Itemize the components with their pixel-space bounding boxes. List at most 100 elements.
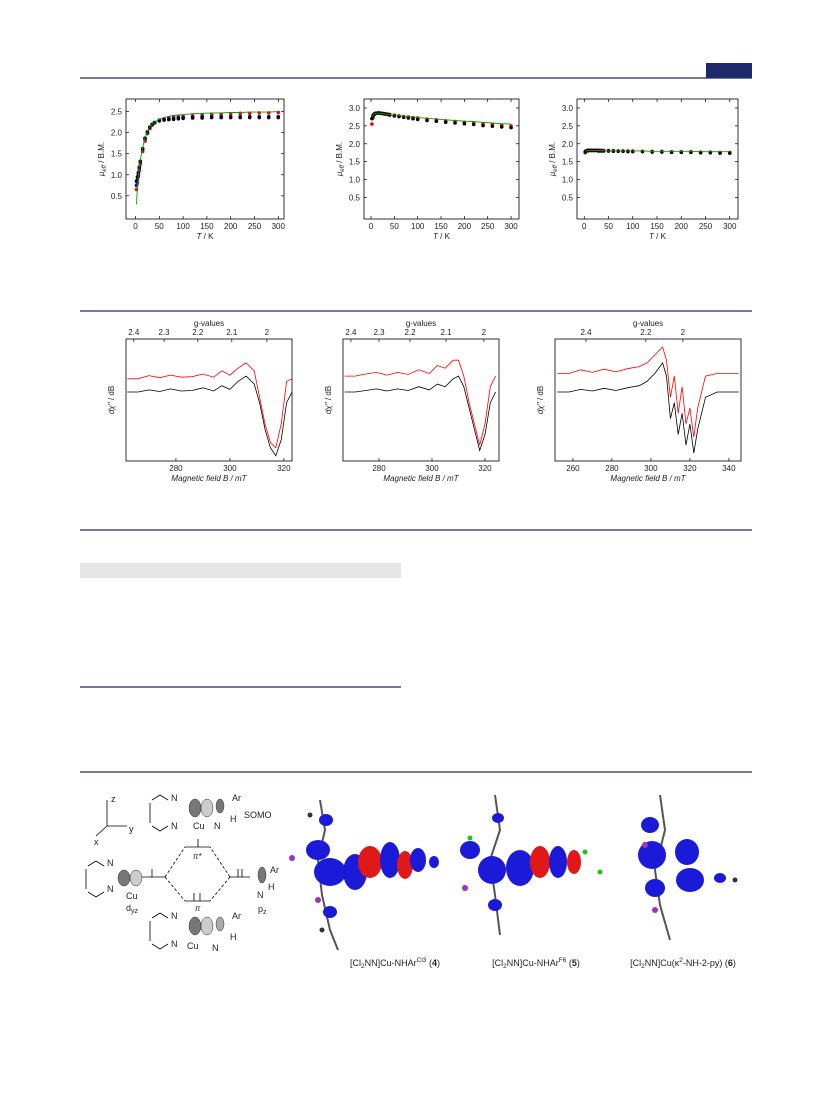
x-tick-label: 300 <box>223 464 237 473</box>
x2-tick-label: 2.4 <box>128 328 140 337</box>
atom <box>307 812 313 818</box>
atom-label: Cu <box>193 821 205 831</box>
scheme-labels: z y x N N Cu N Ar H SOMO N N Cu dyz π* π… <box>94 793 279 953</box>
axis-label: z <box>111 794 116 804</box>
ring <box>85 860 105 898</box>
y-tick-label: 2.5 <box>349 122 361 131</box>
data-point <box>626 149 630 154</box>
atom-label: N <box>171 821 178 831</box>
y-tick-label: 2.0 <box>349 140 361 149</box>
y-axis-title-part: / B.M. <box>97 142 106 165</box>
y-tick-label: 3.0 <box>562 104 574 113</box>
chart: 0 50 100 150 200 250 300 0.5 1.0 1.5 2.0 2.5 T / K μe… <box>97 98 286 241</box>
caption-number: 4 <box>432 958 437 968</box>
x-tick-label: 150 <box>434 222 448 231</box>
chart: 0 50 100 150 200 250 300 0.5 1.0 1.5 2.0 2.5 3.0 T / … <box>548 98 739 241</box>
lobe <box>215 798 225 814</box>
correlation <box>164 846 231 902</box>
spin-lobe <box>641 817 659 833</box>
caption-part: NN]Cu(κ <box>645 958 680 968</box>
spin-lobe <box>488 899 502 911</box>
lobe <box>188 798 202 818</box>
data-point <box>276 110 281 115</box>
spin-lobe <box>675 839 699 865</box>
orbital-label: dyz <box>126 903 139 915</box>
atom-label: H <box>230 932 237 942</box>
y-axis-title: dχ'' / dB <box>324 386 333 414</box>
ring <box>149 794 169 832</box>
spin-lobe <box>506 850 534 886</box>
y-tick-label: 1.0 <box>111 171 123 180</box>
spin-lobe <box>323 906 337 918</box>
x-axis-title: Magnetic field B / mT <box>610 474 686 483</box>
atom-label: H <box>230 814 237 824</box>
x-axis-title-part: T <box>433 232 439 241</box>
x-tick-label: 260 <box>566 464 580 473</box>
data-point <box>462 121 467 126</box>
caption: [Cl2NN]Cu-NHArCl3 (4) <box>350 957 440 970</box>
data-point <box>228 115 233 120</box>
data-point <box>200 116 204 120</box>
orbital-label: p <box>258 904 263 914</box>
y-axis-title-part: dχ'' <box>536 402 545 414</box>
caption: [Cl2NN]Cu(κ2-NH-2-py) (6) <box>630 957 736 970</box>
atom-label: N <box>171 793 178 803</box>
data-point <box>266 115 271 120</box>
y-tick-label: 1.5 <box>562 158 574 167</box>
y-tick-label: 2.5 <box>562 122 574 131</box>
x2-tick-label: 2 <box>681 328 686 337</box>
orbitals <box>117 798 267 936</box>
x-tick-label: 100 <box>411 222 425 231</box>
x2-tick-label: 2.2 <box>640 328 652 337</box>
data-point <box>411 116 415 121</box>
lobe <box>215 916 225 932</box>
page-tab <box>706 63 752 78</box>
atom-label: N <box>107 858 114 868</box>
y-tick-label: 1.0 <box>562 176 574 185</box>
caption-part: ) <box>437 958 440 968</box>
x-tick-label: 50 <box>604 222 613 231</box>
data-point <box>499 125 504 129</box>
x2-tick-label: 2.1 <box>226 328 238 337</box>
atom-label: Cu <box>187 941 199 951</box>
caption-number: 6 <box>728 958 733 968</box>
x-tick-label: 100 <box>176 222 190 231</box>
data-point <box>190 116 195 120</box>
caption-part: NN]Cu-NHAr <box>365 958 417 968</box>
lobe <box>117 869 131 887</box>
x-axis-title-part: / K <box>654 232 667 241</box>
atom <box>319 927 325 933</box>
x-tick-label: 200 <box>675 222 689 231</box>
data-point <box>453 121 457 125</box>
chart: 260 280 300 320 340 2.4 2.2 2 g-values Magnetic f… <box>536 319 742 483</box>
fit-line <box>585 150 730 153</box>
caption-part: NN]Cu-NHAr <box>507 958 559 968</box>
x-axis-title-part: / K <box>201 232 214 241</box>
data-point <box>209 115 214 120</box>
ring <box>149 912 169 950</box>
plot-frame <box>125 338 293 462</box>
fit-line <box>371 112 512 125</box>
spin-lobe <box>676 868 704 892</box>
x-tick-label: 250 <box>699 222 713 231</box>
atom <box>462 885 468 891</box>
y-tick-label: 0.5 <box>562 194 574 203</box>
caption-superscript: 2 <box>679 957 683 964</box>
data-point <box>471 122 476 127</box>
y-tick-label: 1.5 <box>111 150 123 159</box>
data-point <box>276 115 281 120</box>
y-tick-label: 1.0 <box>349 176 361 185</box>
atom-label: N <box>171 911 178 921</box>
x-tick-label: 280 <box>605 464 619 473</box>
caption-subscript: 2 <box>641 963 645 970</box>
atom <box>732 877 738 883</box>
x-axis-title: T / K <box>649 232 667 241</box>
y-tick-label: 2.0 <box>111 129 123 138</box>
spectrum <box>127 375 293 457</box>
spin-lobe <box>714 873 726 883</box>
x-tick-label: 280 <box>372 464 386 473</box>
x-tick-label: 320 <box>683 464 697 473</box>
caption: [Cl2NN]Cu-NHArF6 (5) <box>492 957 580 970</box>
y-axis-title: μeff / B.M. <box>335 142 346 177</box>
